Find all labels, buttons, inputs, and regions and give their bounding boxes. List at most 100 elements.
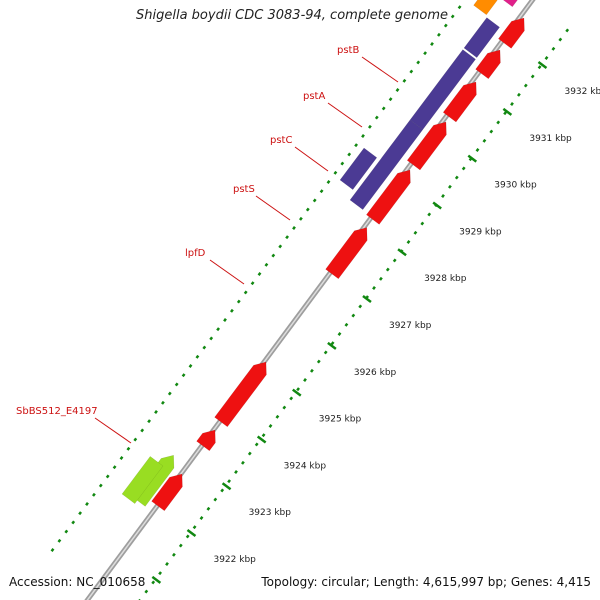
- minor-ticks: [138, 28, 570, 600]
- feature-track-tick: [278, 244, 283, 249]
- gene-feature: [475, 49, 501, 80]
- minor-tick: [323, 350, 328, 355]
- minor-tick: [220, 488, 225, 493]
- minor-tick: [454, 175, 459, 180]
- minor-tick: [427, 212, 432, 217]
- feature-track-tick: [361, 134, 365, 138]
- feature-track-tick: [402, 78, 407, 83]
- feature-track-tick: [167, 391, 172, 396]
- feature-track-tick: [195, 354, 200, 359]
- tick-label: 3922 kbp: [213, 555, 256, 565]
- minor-tick: [144, 589, 149, 594]
- feature-track-tick: [298, 216, 303, 221]
- tick-label: 3931 kbp: [529, 134, 572, 144]
- minor-tick: [158, 571, 163, 576]
- feature-track-tick: [395, 88, 400, 92]
- feature-track-tick: [223, 318, 227, 322]
- gene-feature: [463, 17, 500, 58]
- major-tick: [467, 154, 478, 163]
- minor-tick: [185, 534, 190, 539]
- feature-track-tick: [340, 161, 345, 166]
- gene-feature: [214, 361, 267, 428]
- minor-tick: [378, 276, 383, 281]
- feature-track-tick: [78, 511, 83, 516]
- feature-track-tick: [436, 32, 441, 37]
- feature-track-tick: [140, 428, 145, 433]
- feature-track-tick: [181, 373, 186, 378]
- feature-track-tick: [443, 23, 448, 28]
- feature-track-tick: [92, 492, 96, 497]
- feature-track-tick: [126, 446, 131, 451]
- feature-track-tick: [133, 437, 138, 442]
- major-tick: [292, 388, 302, 397]
- callout-line: [327, 102, 363, 128]
- gene-label: pstB: [337, 45, 359, 56]
- feature-track-tick: [367, 124, 372, 129]
- callout-line: [361, 56, 399, 83]
- gene-feature: [498, 17, 525, 49]
- minor-tick: [461, 166, 466, 171]
- feature-track-tick: [64, 529, 69, 534]
- minor-tick: [565, 28, 570, 33]
- minor-tick: [551, 46, 556, 51]
- callout-line: [94, 417, 132, 444]
- minor-tick: [151, 580, 156, 585]
- callout-line: [209, 259, 245, 285]
- gene-label: SbBS512_E4197: [16, 406, 98, 417]
- major-tick: [502, 107, 513, 116]
- feature-track-tick: [119, 456, 124, 460]
- gene-feature: [442, 81, 477, 123]
- feature-track-tick: [98, 483, 103, 488]
- minor-tick: [337, 332, 342, 336]
- feature-track-tick: [188, 364, 193, 368]
- gene-label: lpfD: [185, 248, 206, 259]
- feature-track-tick: [285, 235, 290, 240]
- gene-feature: [366, 169, 411, 225]
- feature-track-tick: [105, 474, 110, 479]
- tick-label: 3932 kbp: [564, 87, 600, 97]
- minor-tick: [516, 92, 521, 97]
- minor-tick: [199, 516, 204, 520]
- feature-track-tick: [374, 115, 379, 120]
- feature-track-tick: [354, 143, 359, 148]
- minor-tick: [558, 37, 563, 42]
- minor-tick: [392, 258, 397, 263]
- minor-tick: [344, 322, 349, 327]
- minor-tick: [482, 138, 487, 143]
- major-tick: [327, 341, 337, 350]
- minor-tick: [489, 129, 494, 134]
- minor-tick: [234, 470, 238, 474]
- feature-ticks: [50, 5, 462, 552]
- feature-track-tick: [347, 152, 352, 157]
- minor-tick: [544, 56, 549, 60]
- major-tick: [397, 248, 407, 257]
- tick-label: 3927 kbp: [389, 321, 432, 331]
- gene-label: pstA: [303, 91, 325, 102]
- minor-tick: [372, 286, 376, 290]
- minor-tick: [316, 359, 321, 364]
- minor-tick: [178, 543, 183, 548]
- minor-tick: [406, 240, 411, 244]
- gene-label: pstC: [270, 135, 292, 146]
- major-tick: [256, 435, 267, 444]
- tick-label: 3924 kbp: [284, 461, 327, 471]
- tick-label: 3925 kbp: [319, 415, 362, 425]
- minor-tick: [261, 433, 266, 438]
- gene-feature: [325, 227, 368, 280]
- gene-feature: [502, 0, 518, 8]
- feature-track-tick: [161, 400, 165, 405]
- callout-line: [255, 195, 291, 221]
- feature-track-tick: [271, 253, 276, 258]
- feature-track-tick: [333, 170, 338, 175]
- minor-tick: [247, 451, 252, 456]
- minor-tick: [303, 378, 307, 382]
- major-tick: [432, 201, 442, 210]
- minor-tick: [165, 562, 169, 566]
- gene-feature: [406, 121, 447, 171]
- gene-feature: [409, 49, 476, 130]
- minor-tick: [441, 194, 445, 198]
- feature-track-tick: [236, 299, 241, 304]
- feature-track-tick: [450, 14, 455, 19]
